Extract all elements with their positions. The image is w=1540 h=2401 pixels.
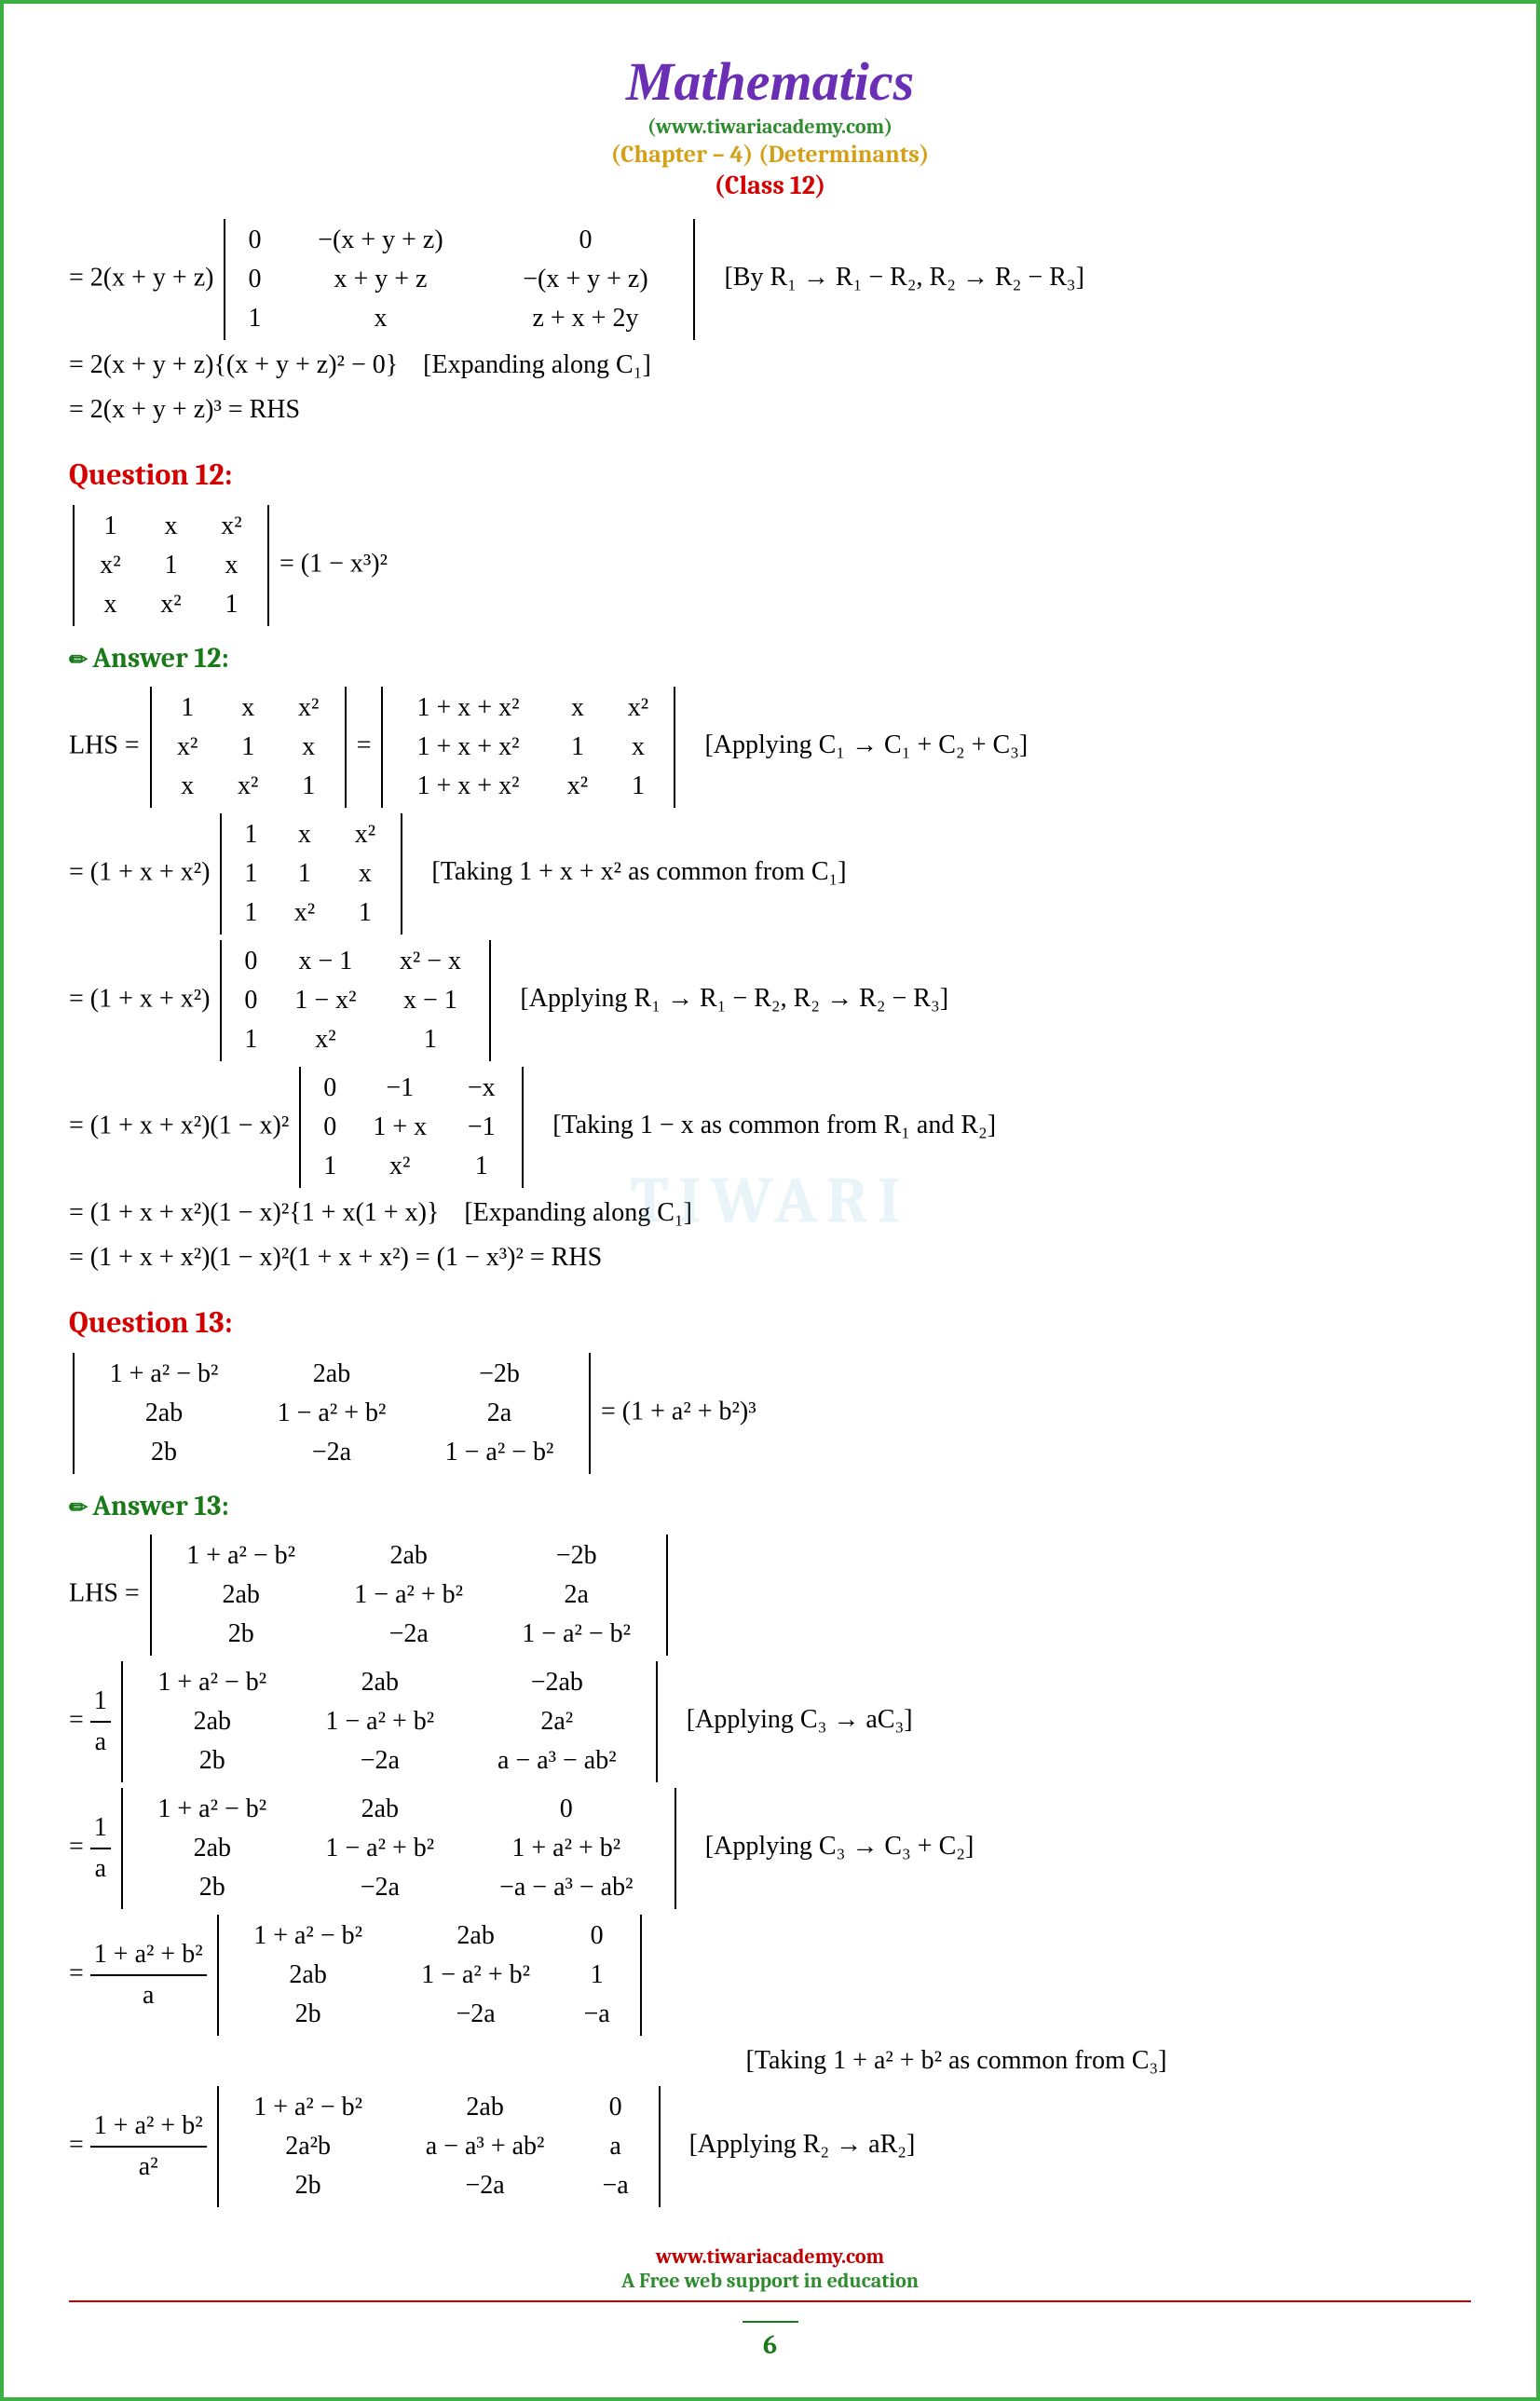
chapter-label: (Chapter – 4) (Determinants): [69, 141, 1471, 169]
q12-step5: = (1 + x + x²)(1 − x)²{1 + x(1 + x)} [Ex…: [69, 1194, 1471, 1233]
q13-step2: = 1a 1 + a² − b²2ab−2ab 2ab1 − a² + b²2a…: [69, 1661, 1471, 1782]
cont-line2: = 2(x + y + z){(x + y + z)² − 0} [Expand…: [69, 346, 1471, 385]
q12-statement: 1xx² x²1x xx²1 = (1 − x³)²: [69, 505, 1471, 626]
q13-statement: 1 + a² − b²2ab−2b 2ab1 − a² + b²2a 2b−2a…: [69, 1353, 1471, 1474]
subtitle: (www.tiwariacademy.com): [69, 115, 1471, 139]
determinant: 0−(x + y + z)0 0x + y + z−(x + y + z) 1x…: [224, 219, 695, 340]
document-page: TIWARI Mathematics (www.tiwariacademy.co…: [0, 0, 1540, 2401]
footer-link: www.tiwariacademy.com: [69, 2244, 1471, 2269]
q12-step1: LHS = 1xx² x²1x xx²1 = 1 + x + x²xx² 1 +…: [69, 687, 1471, 808]
q13-step4: = 1 + a² + b²a 1 + a² − b²2ab0 2ab1 − a²…: [69, 1915, 1471, 2036]
q13-step3: = 1a 1 + a² − b²2ab0 2ab1 − a² + b²1 + a…: [69, 1788, 1471, 1909]
content-body: = 2(x + y + z) 0−(x + y + z)0 0x + y + z…: [69, 219, 1471, 2207]
cont-line3: = 2(x + y + z)³ = RHS: [69, 390, 1471, 430]
question-13-heading: Question 13:: [69, 1301, 1471, 1345]
q12-step2: = (1 + x + x²) 1xx² 11x 1x²1 [Taking 1 +…: [69, 813, 1471, 934]
note: [By R₁ → R₁ − R₂, R₂ → R₂ − R₃]: [724, 263, 1084, 292]
cont-line1: = 2(x + y + z) 0−(x + y + z)0 0x + y + z…: [69, 219, 1471, 340]
answer-13-heading: Answer 13:: [69, 1485, 1471, 1527]
q13-step4-note: [Taking 1 + a² + b² as common from C₃]: [69, 2041, 1471, 2080]
q12-step4: = (1 + x + x²)(1 − x)² 0−1−x 01 + x−1 1x…: [69, 1067, 1471, 1188]
class-label: (Class 12): [69, 171, 1471, 200]
page-header: Mathematics (www.tiwariacademy.com) (Cha…: [69, 50, 1471, 200]
page-number: 6: [743, 2321, 798, 2360]
determinant: 1xx² x²1x xx²1: [73, 505, 269, 626]
page-footer: www.tiwariacademy.com A Free web support…: [69, 2244, 1471, 2302]
q12-step6: = (1 + x + x²)(1 − x)²(1 + x + x²) = (1 …: [69, 1238, 1471, 1277]
footer-tagline: A Free web support in education: [69, 2269, 1471, 2293]
question-12-heading: Question 12:: [69, 453, 1471, 498]
q13-step5: = 1 + a² + b²a² 1 + a² − b²2ab0 2a²ba − …: [69, 2086, 1471, 2207]
answer-12-heading: Answer 12:: [69, 637, 1471, 679]
q13-step1: LHS = 1 + a² − b²2ab−2b 2ab1 − a² + b²2a…: [69, 1535, 1471, 1656]
q12-step3: = (1 + x + x²) 0x − 1x² − x 01 − x²x − 1…: [69, 940, 1471, 1061]
title: Mathematics: [69, 50, 1471, 113]
